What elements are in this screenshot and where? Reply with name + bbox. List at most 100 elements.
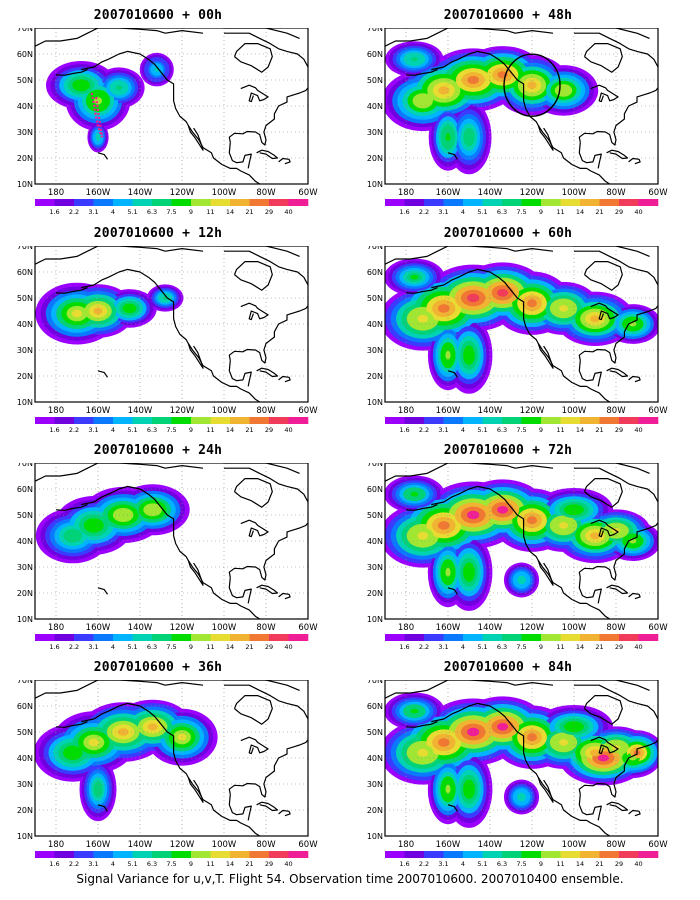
colorbar-label: 40 (284, 426, 292, 434)
lon-label: 100W (562, 840, 587, 850)
colorbar-swatch (404, 851, 425, 858)
map-panel: 2007010600 + 12h 70N 60N 50N 40N 30N 20N 10N 180… (8, 226, 338, 441)
colorbar-label: 11 (206, 643, 214, 651)
variance-contour (569, 724, 579, 730)
variance-map: 70N 60N 50N 40N 30N 20N 10N 180 160W 140W 120W 100W… (367, 28, 668, 216)
lon-label: 160W (436, 840, 461, 850)
variance-contour (497, 506, 509, 514)
variance-contour (68, 532, 78, 540)
colorbar-swatch (502, 634, 522, 641)
colorbar-swatch (54, 417, 75, 424)
colorbar-swatch (424, 851, 444, 858)
colorbar-label: 40 (634, 208, 642, 216)
variance-contour (559, 305, 568, 312)
colorbar-swatch (269, 851, 289, 858)
colorbar-swatch (54, 634, 75, 641)
colorbar-swatch (482, 199, 503, 206)
lon-label: 100W (212, 406, 237, 416)
variance-map: 70N 60N 50N 40N 30N 20N 10N 180 160W 140W 120W 100W… (17, 28, 318, 216)
colorbar-swatch (385, 417, 405, 424)
lat-label: 50N (367, 76, 383, 85)
variance-contour (88, 521, 99, 530)
colorbar-swatch (541, 417, 561, 424)
variance-contour (466, 567, 472, 577)
colorbar-swatch (619, 634, 639, 641)
colorbar-label: 14 (226, 643, 234, 651)
lon-label: 180 (398, 406, 414, 416)
gridlines (385, 28, 658, 184)
lat-label: 70N (367, 680, 383, 685)
colorbar-label: 9 (539, 643, 543, 651)
lon-label: 180 (48, 623, 64, 633)
colorbar-label: 7.5 (166, 643, 176, 651)
panel-title: 2007010600 + 12h (93, 226, 223, 241)
panel-title: 2007010600 + 84h (443, 660, 573, 675)
colorbar-label: 4 (461, 208, 465, 216)
colorbar-label: 3.1 (88, 643, 98, 651)
colorbar-swatch (599, 417, 620, 424)
colorbar-label: 21 (595, 426, 603, 434)
colorbar-swatch (210, 199, 231, 206)
colorbar-label: 7.5 (166, 426, 176, 434)
lat-label: 10N (17, 615, 33, 624)
colorbar-label: 14 (226, 860, 234, 868)
variance-contour (126, 306, 133, 311)
colorbar-label: 29 (265, 643, 273, 651)
lat-label: 20N (367, 154, 383, 163)
map-panel: 2007010600 + 48h 70N 60N 50N 40N 30N 20N 10N 180… (358, 8, 688, 223)
lat-label: 20N (17, 806, 33, 815)
colorbar-label: 2.2 (419, 208, 429, 216)
variance-contour (96, 135, 100, 140)
colorbar-swatch (35, 417, 55, 424)
colorbar-label: 1.6 (49, 860, 59, 868)
variance-contour (438, 304, 450, 313)
colorbar-label: 2.2 (69, 643, 79, 651)
map-frame (384, 28, 659, 185)
lat-label: 70N (367, 246, 383, 251)
colorbar-label: 29 (265, 860, 273, 868)
colorbar-label: 9 (539, 426, 543, 434)
colorbar-label: 21 (245, 426, 253, 434)
lat-label: 60N (17, 268, 33, 277)
colorbar-swatch (560, 417, 581, 424)
lat-label: 70N (17, 463, 33, 468)
colorbar-label: 29 (615, 860, 623, 868)
lat-label: 70N (367, 463, 383, 468)
colorbar-swatch (521, 634, 542, 641)
variance-contour (466, 784, 472, 794)
colorbar-label: 3.1 (438, 208, 448, 216)
lat-label: 70N (17, 28, 33, 33)
colorbar-swatch (288, 417, 309, 424)
variance-contour (115, 85, 123, 91)
colorbar-swatch (93, 417, 114, 424)
colorbar-swatch (288, 199, 309, 206)
colorbar-label: 11 (206, 860, 214, 868)
panel-title: 2007010600 + 60h (443, 226, 573, 241)
colorbar-swatch (288, 634, 309, 641)
map-frame (384, 246, 659, 403)
colorbar-label: 6.3 (147, 643, 157, 651)
colorbar-swatch (638, 634, 659, 641)
colorbar-label: 21 (595, 208, 603, 216)
lon-label: 120W (170, 840, 195, 850)
colorbar-label: 40 (284, 643, 292, 651)
colorbar-label: 9 (189, 208, 193, 216)
lat-label: 30N (17, 563, 33, 572)
colorbar-swatch (132, 199, 153, 206)
colorbar-label: 1.6 (399, 426, 409, 434)
colorbar-swatch (171, 199, 192, 206)
colorbar-swatch (599, 851, 620, 858)
colorbar-label: 6.3 (147, 426, 157, 434)
variance-contour (569, 507, 579, 513)
colorbar-swatch (191, 634, 211, 641)
lon-label: 60W (648, 188, 668, 198)
colorbar-swatch (580, 199, 600, 206)
variance-contour (148, 506, 158, 513)
colorbar-label: 6.3 (497, 208, 507, 216)
lon-label: 100W (562, 406, 587, 416)
colorbar-swatch (249, 851, 270, 858)
colorbar-swatch (74, 417, 94, 424)
lon-label: 80W (256, 623, 276, 633)
colorbar-swatch (171, 417, 192, 424)
colorbar-label: 21 (595, 643, 603, 651)
